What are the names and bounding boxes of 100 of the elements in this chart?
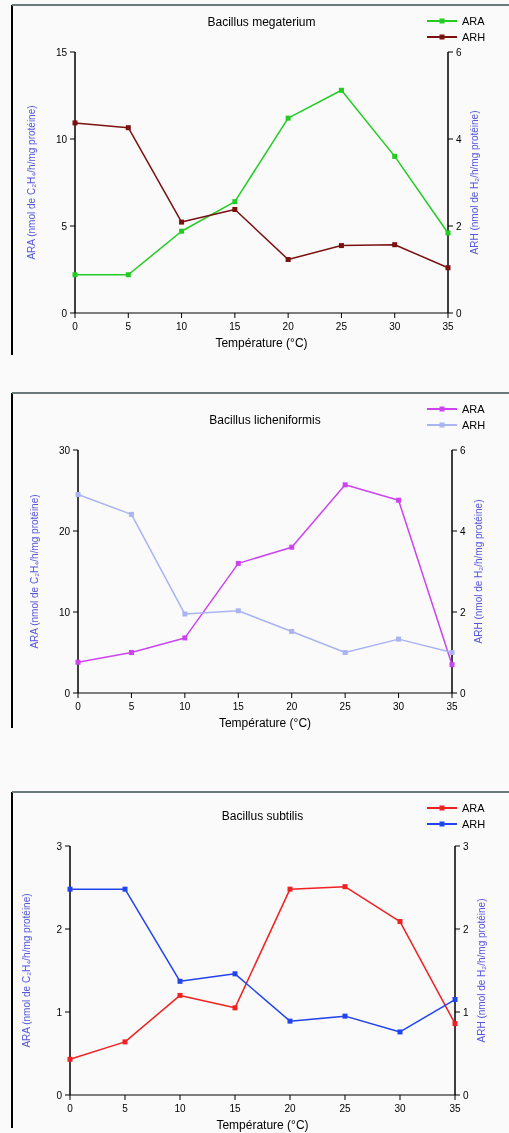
legend-label: ARH	[462, 30, 486, 43]
x-tick-label: 30	[393, 701, 405, 712]
point	[125, 125, 131, 131]
y2-tick-label: 4	[460, 525, 466, 537]
x-axis-title: Température (°C)	[216, 1118, 309, 1132]
point	[177, 992, 183, 998]
y-tick-label: 0	[61, 307, 68, 319]
point	[396, 497, 402, 503]
point	[75, 659, 81, 665]
x-tick-label: 15	[232, 701, 245, 712]
point	[285, 257, 291, 262]
y-tick-label: 3	[56, 840, 63, 852]
point	[397, 919, 403, 925]
x-tick-label: 20	[282, 321, 295, 332]
y-tick-label: 10	[55, 133, 68, 145]
point	[289, 628, 295, 634]
y-tick-label: 15	[55, 46, 68, 58]
point	[232, 1005, 238, 1011]
point	[342, 650, 348, 655]
point	[232, 206, 238, 212]
chart-title: Bacillus subtilis	[221, 809, 304, 823]
point	[122, 886, 128, 892]
y2-tick-label: 6	[460, 444, 466, 456]
point	[122, 1039, 128, 1045]
y2-axis-title: ARH (nmol de H₂/h/mg protéine)	[473, 499, 484, 644]
x-tick-label: 10	[176, 321, 188, 332]
x-tick-label: 35	[446, 701, 458, 712]
point	[342, 884, 348, 890]
legend-label: ARA	[462, 14, 486, 27]
point	[449, 650, 455, 655]
x-tick-label: 0	[72, 321, 79, 332]
legend-label: ARH	[462, 418, 486, 431]
point	[182, 635, 188, 641]
y2-tick-label: 3	[463, 840, 469, 852]
x-tick-label: 25	[339, 701, 352, 712]
y2-tick-label: 2	[456, 220, 462, 232]
x-tick-label: 10	[179, 701, 191, 712]
legend-label: ARH	[462, 817, 486, 830]
point	[128, 511, 134, 517]
chart-title: Bacillus licheniformis	[209, 413, 321, 427]
y2-tick-label: 2	[460, 606, 466, 618]
x-tick-label: 5	[122, 1103, 129, 1114]
y2-tick-label: 1	[463, 1006, 469, 1018]
legend-label: ARA	[462, 801, 486, 814]
y2-tick-label: 2	[463, 923, 469, 935]
point	[289, 544, 295, 550]
point	[179, 219, 185, 225]
x-tick-label: 30	[389, 321, 401, 332]
point	[67, 886, 73, 892]
x-tick-label: 10	[174, 1103, 186, 1114]
y-axis-title: ARA (nmol de C₂H₄/h/mg protéine)	[26, 105, 37, 260]
point	[72, 272, 78, 278]
x-tick-label: 20	[286, 701, 298, 712]
x-tick-label: 20	[284, 1103, 296, 1114]
y2-tick-label: 4	[456, 133, 462, 145]
y2-axis-title: ARH (nmol de H₂/h/mg protéine)	[469, 110, 480, 255]
point	[452, 997, 458, 1003]
y-axis-title: ARA (nmol de C₂H₄/h/mg protéine)	[29, 494, 40, 649]
point	[392, 242, 398, 248]
x-tick-label: 15	[229, 1103, 241, 1114]
point	[128, 650, 134, 655]
point	[125, 272, 131, 278]
point	[285, 115, 291, 121]
point	[235, 560, 241, 566]
x-tick-label: 15	[229, 321, 241, 332]
point	[287, 1018, 293, 1024]
point	[182, 611, 188, 617]
point	[232, 971, 238, 977]
point	[445, 230, 451, 236]
x-tick-label: 0	[75, 701, 82, 712]
y2-tick-label: 0	[456, 307, 462, 319]
point	[72, 120, 78, 126]
point	[449, 662, 455, 668]
x-tick-label: 30	[394, 1103, 406, 1114]
point	[287, 886, 293, 892]
point	[342, 1013, 348, 1019]
y2-tick-label: 0	[460, 687, 466, 699]
y-tick-label: 30	[58, 444, 71, 456]
x-tick-label: 25	[335, 321, 348, 332]
y-tick-label: 5	[61, 220, 68, 232]
point	[179, 228, 185, 234]
x-tick-label: 35	[442, 321, 454, 332]
y-axis-title: ARA (nmol de C₂H₄/h/mg protéine)	[21, 893, 32, 1048]
x-tick-label: 5	[125, 321, 132, 332]
y-tick-label: 2	[56, 923, 63, 935]
legend-label: ARA	[462, 402, 486, 415]
point	[397, 1029, 403, 1035]
point	[392, 153, 398, 159]
point	[75, 492, 81, 498]
y-tick-label: 0	[56, 1089, 63, 1101]
x-axis-title: Température (°C)	[215, 336, 308, 350]
y-tick-label: 1	[56, 1006, 63, 1018]
y-tick-label: 0	[64, 687, 71, 699]
y-tick-label: 10	[58, 606, 71, 618]
y-tick-label: 20	[58, 525, 71, 537]
point	[338, 87, 344, 93]
point	[67, 1056, 73, 1062]
y2-axis-title: ARH (nmol de H₂/h/mg protéine)	[476, 898, 487, 1043]
x-tick-label: 5	[128, 701, 135, 712]
chart-title: Bacillus megaterium	[207, 15, 316, 29]
